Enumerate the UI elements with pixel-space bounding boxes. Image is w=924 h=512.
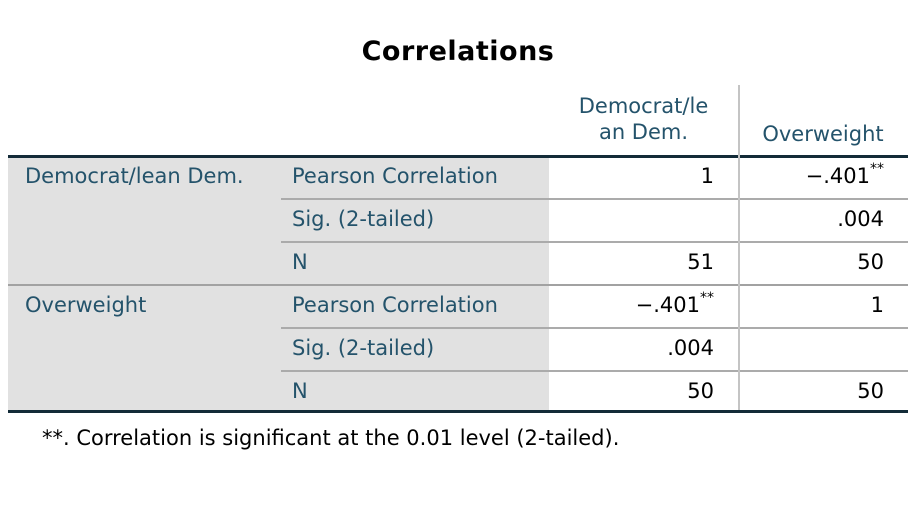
table-row: Sig. (2-tailed) .004: [8, 327, 908, 370]
cell-value: −.401**: [635, 290, 714, 317]
column-divider: [738, 85, 740, 410]
page-title: Correlations: [361, 36, 555, 67]
stat-label: N: [292, 250, 308, 274]
cell-value: 1: [700, 164, 714, 188]
stat-label: Sig. (2-tailed): [292, 336, 435, 360]
cell-value: 1: [870, 293, 884, 317]
row-group-label-democrat: Democrat/lean Dem.: [25, 164, 244, 188]
row-divider: [281, 370, 908, 372]
significance-marker: **: [870, 161, 884, 177]
cell-value: 51: [687, 250, 714, 274]
table-row: Democrat/lean Dem. Pearson Correlation 1…: [8, 155, 908, 198]
significance-marker: **: [700, 290, 714, 306]
significance-footnote: **. Correlation is significant at the 0.…: [42, 426, 620, 450]
cell-value: .004: [837, 207, 884, 231]
stat-label: Pearson Correlation: [292, 293, 498, 317]
column-header-overweight: Overweight: [762, 122, 884, 146]
column-header-democrat: Democrat/le an Dem.: [578, 94, 709, 144]
cell-value: −.401**: [805, 161, 884, 188]
cell-value: [738, 327, 884, 370]
stat-label: Pearson Correlation: [292, 164, 498, 188]
cell-value: [549, 198, 714, 241]
table-row: Sig. (2-tailed) .004: [8, 198, 908, 241]
stat-label: Sig. (2-tailed): [292, 207, 435, 231]
cell-value: 50: [687, 379, 714, 403]
bottom-rule: [8, 410, 908, 413]
table-row: N 51 50: [8, 241, 908, 284]
row-divider: [281, 198, 908, 200]
cell-value: 50: [857, 379, 884, 403]
stat-label: N: [292, 379, 308, 403]
row-divider: [281, 241, 908, 243]
row-group-label-overweight: Overweight: [25, 293, 147, 317]
correlations-table: Democrat/le an Dem. Overweight Democrat/…: [8, 85, 908, 413]
group-divider: [8, 284, 908, 286]
header-rule: [8, 155, 908, 158]
cell-value: 50: [857, 250, 884, 274]
table-row: N 50 50: [8, 370, 908, 413]
cell-value: .004: [667, 336, 714, 360]
table-row: Overweight Pearson Correlation −.401** 1: [8, 284, 908, 327]
row-divider: [281, 327, 908, 329]
